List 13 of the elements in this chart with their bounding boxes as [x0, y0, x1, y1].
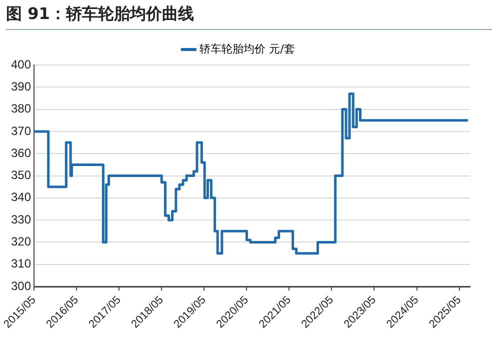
y-tick-label: 320	[10, 234, 32, 249]
y-tick-label: 390	[10, 79, 32, 94]
y-tick-label: 340	[10, 190, 32, 204]
chart-title: 图 91：轿车轮胎均价曲线	[6, 4, 492, 30]
y-tick-label: 350	[10, 168, 32, 182]
y-tick-label: 310	[10, 256, 32, 271]
y-tick-label: 380	[10, 102, 32, 116]
y-tick-label: 400	[10, 57, 32, 72]
y-tick-label: 300	[10, 278, 32, 293]
y-tick-label: 370	[10, 124, 32, 138]
y-tick-label: 330	[10, 212, 32, 226]
y-tick-label: 360	[10, 146, 32, 160]
legend-label: 轿车轮胎均价 元/套	[200, 42, 295, 56]
